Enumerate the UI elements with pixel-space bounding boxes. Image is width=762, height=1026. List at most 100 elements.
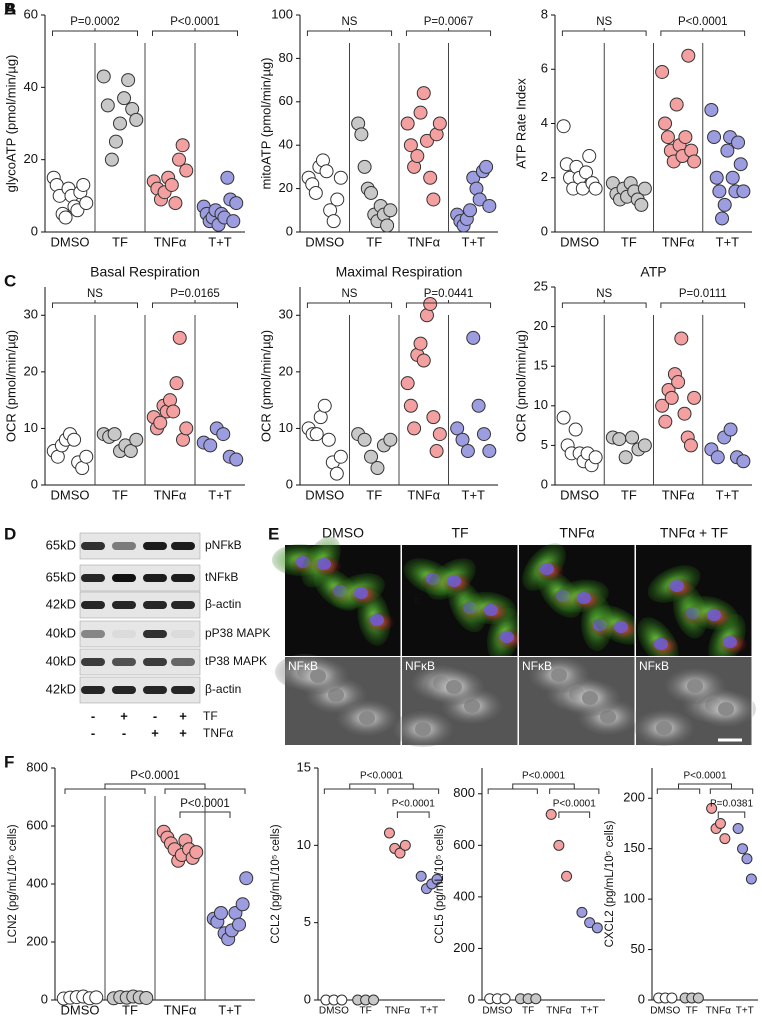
data-point <box>423 296 438 311</box>
stain-label: NFκB <box>288 659 318 673</box>
data-point <box>591 922 603 934</box>
data-point <box>723 422 738 437</box>
blot-size: 40kD <box>46 625 76 640</box>
blot-band <box>171 601 195 609</box>
data-point <box>741 853 753 865</box>
data-point <box>658 414 673 429</box>
y-tick-label: 400 <box>453 888 475 903</box>
nucleus <box>370 614 384 626</box>
y-tick-label: 20 <box>279 363 293 378</box>
y-axis-label: OCR (pmol/min/µg) <box>513 330 528 442</box>
data-point <box>666 992 678 1004</box>
y-tick-label: 40 <box>279 137 293 152</box>
y-tick-label: 0 <box>541 223 548 238</box>
data-point <box>380 218 395 233</box>
data-point <box>715 211 730 226</box>
blot-band <box>171 658 195 666</box>
data-point <box>736 184 751 199</box>
nucleus <box>707 609 721 621</box>
data-point <box>582 149 597 164</box>
data-point <box>164 177 179 192</box>
data-point <box>203 438 218 453</box>
data-point <box>463 203 478 218</box>
nucleus-gray <box>415 722 431 736</box>
comparison-label: P<0.0001 <box>170 16 220 28</box>
data-point <box>172 152 187 167</box>
data-point <box>400 116 415 131</box>
comparison-bracket <box>396 811 430 818</box>
data-point <box>576 906 588 918</box>
comparison-bracket <box>405 28 492 36</box>
treatment-mark: + <box>120 708 128 723</box>
data-point <box>413 336 428 351</box>
x-tick-label: TF <box>122 1002 138 1017</box>
data-point <box>658 116 673 131</box>
y-tick-label: 10 <box>24 420 38 435</box>
blot-size: 40kD <box>46 653 76 668</box>
comparison-label: P=0.0067 <box>424 16 474 28</box>
data-point <box>455 432 470 447</box>
data-point <box>530 993 542 1005</box>
x-tick-label: T+T <box>218 1002 242 1017</box>
data-point <box>79 196 94 211</box>
data-point <box>687 390 702 405</box>
blot-strip <box>79 620 201 648</box>
y-axis-label: OCR (pmol/min/µg) <box>258 330 273 442</box>
nucleus <box>577 592 591 604</box>
x-tick-label: TF <box>621 487 637 502</box>
data-point <box>213 906 228 920</box>
blot-band <box>81 658 105 666</box>
data-point <box>172 330 187 345</box>
blot-protein: β-actin <box>205 682 241 696</box>
chart-title: Basal Respiration <box>90 264 200 280</box>
data-point <box>166 404 181 419</box>
comparison-label: NS <box>87 288 103 300</box>
x-tick-label: TNFα <box>662 487 695 502</box>
column-title: TNFα + TF <box>660 525 728 541</box>
data-point <box>357 159 372 174</box>
comparison-label: P=0.0441 <box>424 288 474 300</box>
data-point <box>479 159 494 174</box>
data-point <box>553 839 565 851</box>
data-point <box>416 353 431 368</box>
data-point <box>499 993 511 1005</box>
y-axis-label: ATP Rate Index <box>513 78 528 169</box>
blot-band <box>171 574 195 582</box>
x-tick-label: TNFα <box>385 1006 410 1017</box>
nucleus <box>447 575 461 587</box>
data-point <box>370 461 385 476</box>
data-point <box>121 73 136 88</box>
data-point <box>416 86 431 101</box>
y-tick-label: 200 <box>453 940 475 955</box>
blot-band <box>112 601 136 609</box>
nucleus-gray <box>718 702 734 716</box>
column-title: TNFα <box>559 525 594 541</box>
comparison-label: P=0.0165 <box>170 288 220 300</box>
data-point <box>460 444 475 459</box>
y-tick-label: 80 <box>279 50 293 65</box>
x-tick-label: DMSO <box>61 1002 100 1017</box>
y-tick-label: 800 <box>26 759 48 774</box>
treatment-label: TNFα <box>203 726 233 740</box>
data-point <box>317 398 332 413</box>
blot-band <box>81 686 105 694</box>
data-point <box>67 432 82 447</box>
nucleus <box>317 558 331 570</box>
treatment-mark: + <box>179 725 187 740</box>
data-point <box>737 843 749 855</box>
data-point <box>556 410 571 425</box>
y-tick-label: 150 <box>623 840 645 855</box>
panel-letter: A <box>4 0 16 18</box>
y-tick-label: 50 <box>631 941 645 956</box>
data-point <box>229 452 244 467</box>
data-point <box>731 135 746 150</box>
data-point <box>89 990 104 1005</box>
inset-label: E <box>414 591 423 607</box>
y-axis-label: CCL5 (pg/mL/10⁵ cells) <box>434 824 446 943</box>
y-tick-label: 25 <box>534 278 548 293</box>
data-point <box>704 102 719 117</box>
data-point <box>333 170 348 185</box>
data-point <box>383 203 398 218</box>
x-tick-label: DMSO <box>482 1006 512 1017</box>
